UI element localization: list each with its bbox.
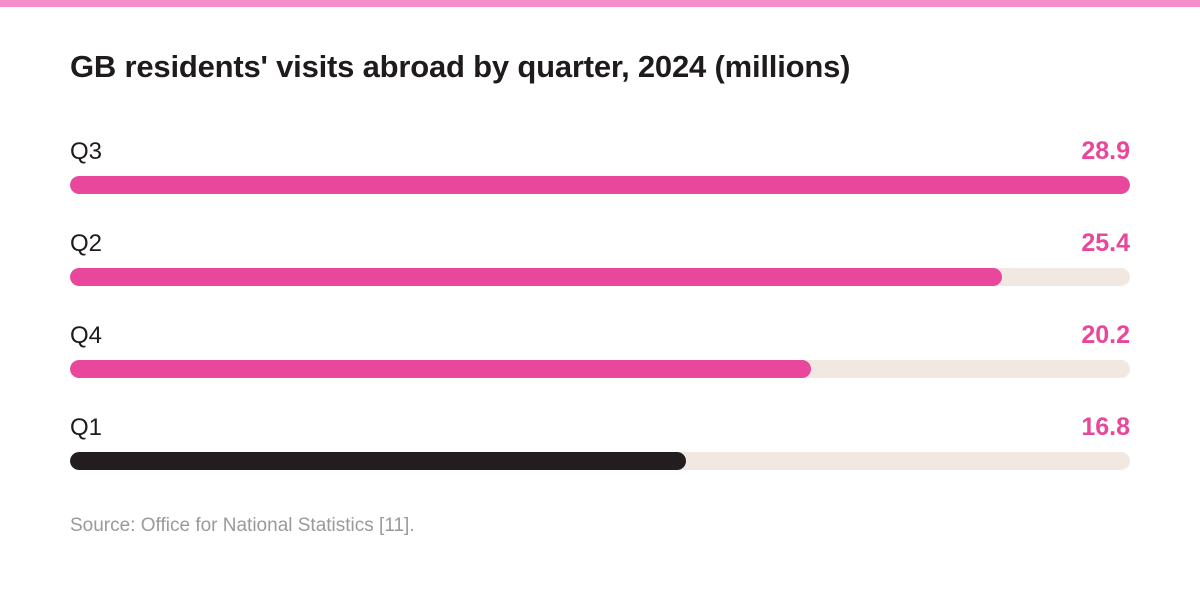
bar-value-q3: 28.9 — [1081, 137, 1130, 165]
bar-chart: Q3 28.9 Q2 25.4 Q4 20.2 Q1 16.8 — [70, 134, 1130, 502]
bar-row-q2: Q2 25.4 — [70, 226, 1130, 318]
bar-label-q2: Q2 — [70, 230, 103, 257]
bar-q1 — [70, 452, 687, 470]
source-note: Source: Office for National Statistics [… — [70, 515, 415, 536]
bar-track-q1 — [70, 452, 1130, 470]
bar-row-q3: Q3 28.9 — [70, 134, 1130, 226]
bar-track-q2 — [70, 268, 1130, 286]
bar-row-q4: Q4 20.2 — [70, 318, 1130, 410]
bar-label-q4: Q4 — [70, 322, 103, 349]
bar-q3 — [70, 176, 1130, 194]
bar-value-q4: 20.2 — [1081, 321, 1130, 349]
bar-label-q3: Q3 — [70, 138, 103, 165]
bar-value-q2: 25.4 — [1081, 229, 1130, 257]
bar-label-q1: Q1 — [70, 414, 103, 441]
chart-title: GB residents' visits abroad by quarter, … — [70, 49, 851, 84]
bar-q4 — [70, 360, 811, 378]
top-accent-stripe — [0, 0, 1200, 7]
bar-track-q4 — [70, 360, 1130, 378]
bar-track-q3 — [70, 176, 1130, 194]
bar-q2 — [70, 268, 1002, 286]
bar-row-q1: Q1 16.8 — [70, 410, 1130, 502]
bar-value-q1: 16.8 — [1081, 413, 1130, 441]
